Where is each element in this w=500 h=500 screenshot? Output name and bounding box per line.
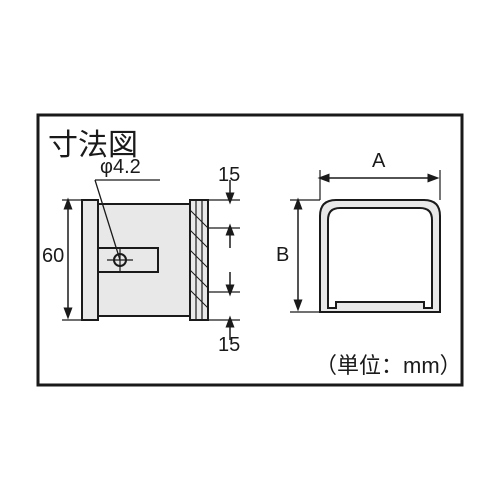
right-flange (190, 200, 208, 320)
left-cap (82, 200, 98, 320)
unit-label: （単位：mm） (315, 348, 462, 380)
label-margin-bot: 15 (218, 334, 240, 357)
diagram-svg (0, 0, 500, 500)
label-height-60: 60 (42, 245, 64, 268)
label-B: B (276, 244, 289, 267)
label-A: A (372, 150, 385, 173)
diagram-canvas: 寸法図 60 φ4.2 15 15 A B （単位：mm） (0, 0, 500, 500)
label-margin-top: 15 (218, 164, 240, 187)
label-phi: φ4.2 (100, 156, 141, 179)
right-inner (328, 208, 432, 308)
